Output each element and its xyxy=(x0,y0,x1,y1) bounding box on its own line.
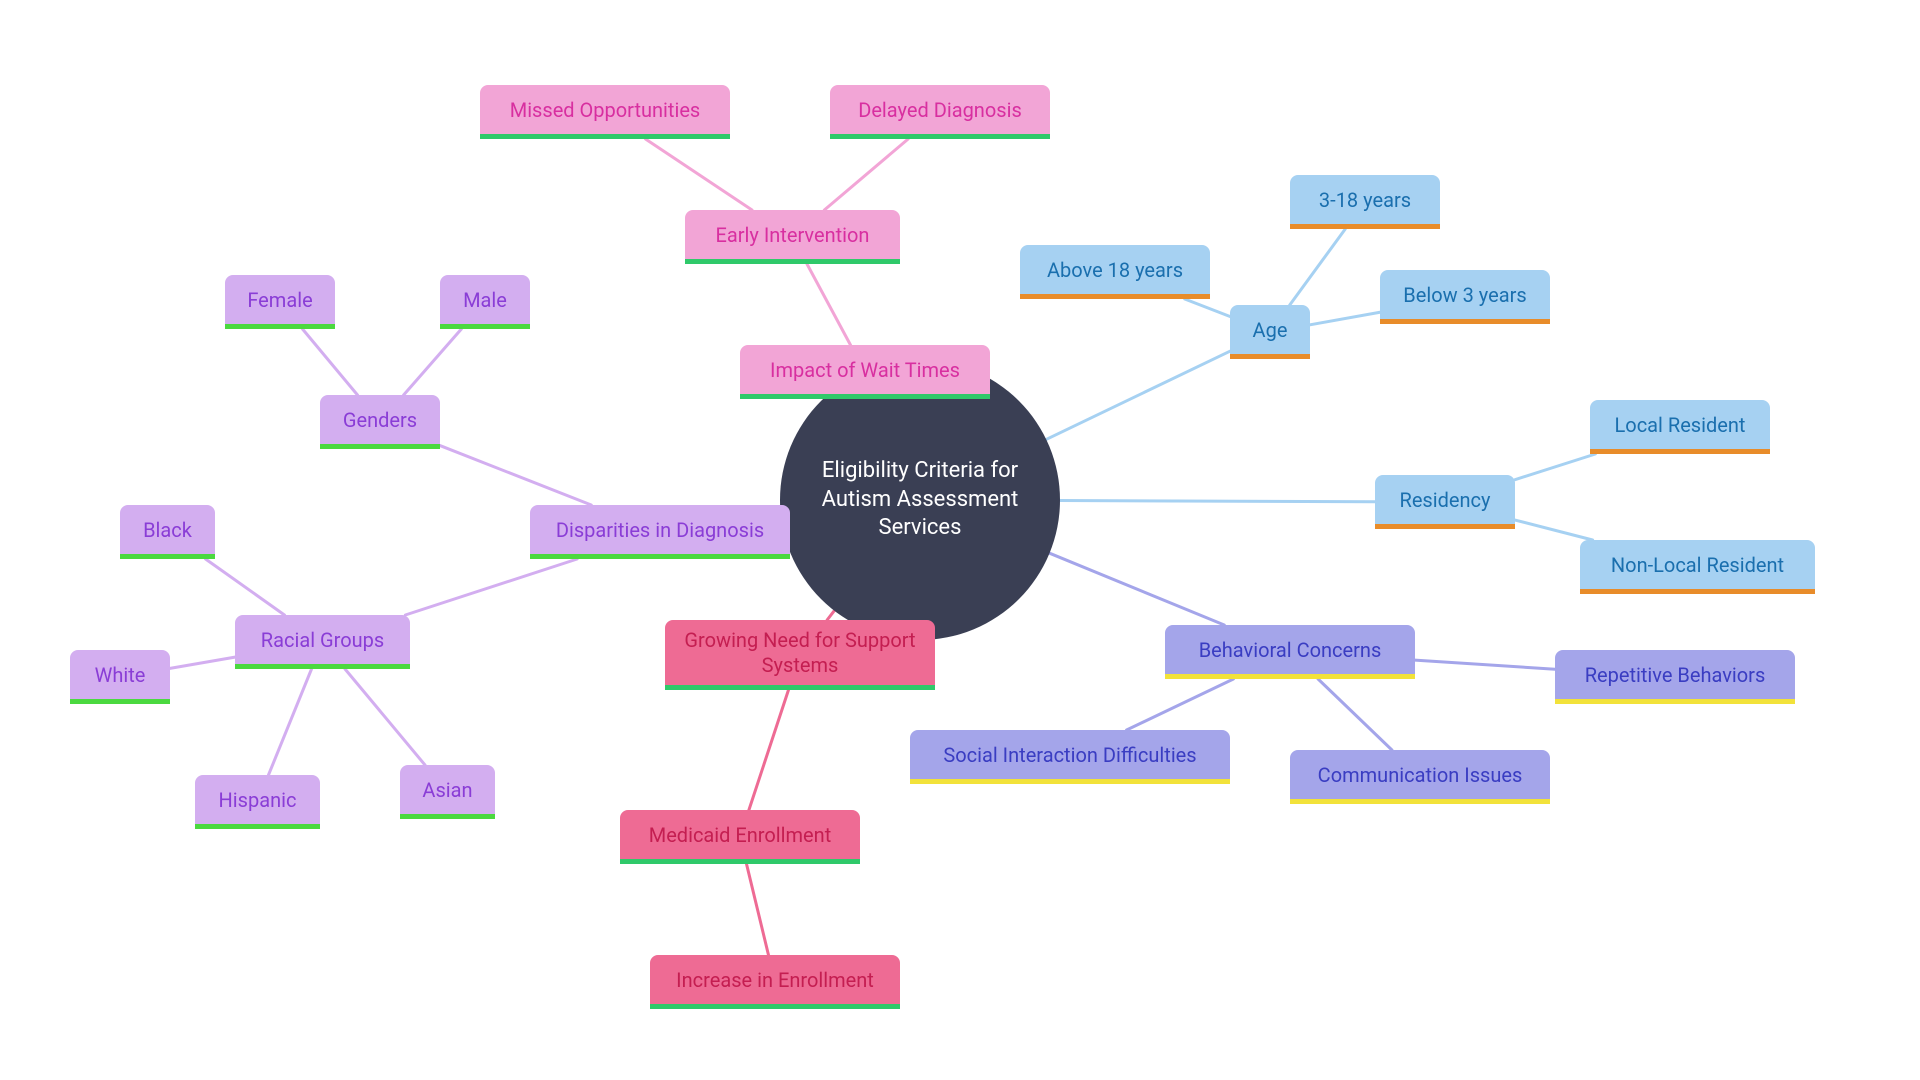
node-need: Growing Need for Support Systems xyxy=(665,620,935,690)
node-label: Behavioral Concerns xyxy=(1199,638,1382,662)
edge xyxy=(1290,229,1346,305)
node-label: Communication Issues xyxy=(1318,763,1523,787)
node-label: Male xyxy=(463,288,507,312)
node-behav_rep: Repetitive Behaviors xyxy=(1555,650,1795,704)
center-node-label: Eligibility Criteria for Autism Assessme… xyxy=(810,457,1030,543)
node-r_hispanic: Hispanic xyxy=(195,775,320,829)
node-label: Impact of Wait Times xyxy=(770,358,960,382)
edge xyxy=(1515,454,1595,480)
edge xyxy=(1415,660,1555,669)
node-label: 3-18 years xyxy=(1319,188,1411,212)
node-label: Growing Need for Support Systems xyxy=(683,628,917,678)
edge xyxy=(345,669,425,765)
node-genders: Genders xyxy=(320,395,440,449)
node-label: Black xyxy=(143,518,192,542)
node-behav_soc: Social Interaction Difficulties xyxy=(910,730,1230,784)
node-residency: Residency xyxy=(1375,475,1515,529)
node-label: Age xyxy=(1253,318,1288,342)
node-label: Repetitive Behaviors xyxy=(1585,663,1766,687)
node-label: Racial Groups xyxy=(261,628,384,652)
edge xyxy=(1515,520,1593,540)
node-label: Residency xyxy=(1400,488,1491,512)
node-g_male: Male xyxy=(440,275,530,329)
node-behav_comm: Communication Issues xyxy=(1290,750,1550,804)
edge xyxy=(404,329,462,395)
node-early: Early Intervention xyxy=(685,210,900,264)
edge xyxy=(1060,501,1375,502)
edge xyxy=(405,559,577,615)
node-age: Age xyxy=(1230,305,1310,359)
node-label: Genders xyxy=(343,408,417,432)
center-node: Eligibility Criteria for Autism Assessme… xyxy=(780,360,1060,640)
node-label: Disparities in Diagnosis xyxy=(556,518,764,542)
node-label: Above 18 years xyxy=(1047,258,1183,282)
node-racial: Racial Groups xyxy=(235,615,410,669)
edge xyxy=(1310,312,1380,325)
edge xyxy=(824,139,908,210)
edge xyxy=(1046,351,1230,439)
edge xyxy=(303,329,358,395)
node-age_3_18: 3-18 years xyxy=(1290,175,1440,229)
edge xyxy=(807,264,851,345)
node-res_local: Local Resident xyxy=(1590,400,1770,454)
edge xyxy=(1049,553,1224,625)
node-label: Hispanic xyxy=(219,788,297,812)
edge xyxy=(747,864,769,955)
edge xyxy=(1185,299,1230,317)
node-r_white: White xyxy=(70,650,170,704)
edge xyxy=(206,559,285,615)
node-label: Early Intervention xyxy=(716,223,870,247)
node-r_asian: Asian xyxy=(400,765,495,819)
node-e_missed: Missed Opportunities xyxy=(480,85,730,139)
node-label: Missed Opportunities xyxy=(510,98,701,122)
edge xyxy=(1127,679,1234,730)
node-label: Non-Local Resident xyxy=(1611,553,1784,577)
node-age_below: Below 3 years xyxy=(1380,270,1550,324)
node-medicaid: Medicaid Enrollment xyxy=(620,810,860,864)
edge xyxy=(268,669,311,775)
node-med_inc: Increase in Enrollment xyxy=(650,955,900,1009)
node-label: Below 3 years xyxy=(1403,283,1526,307)
node-label: Asian xyxy=(422,778,472,802)
edge xyxy=(440,446,591,505)
node-label: Social Interaction Difficulties xyxy=(943,743,1196,767)
node-label: Delayed Diagnosis xyxy=(858,98,1022,122)
node-g_female: Female xyxy=(225,275,335,329)
edge xyxy=(646,139,753,210)
node-impact: Impact of Wait Times xyxy=(740,345,990,399)
node-res_nonlocal: Non-Local Resident xyxy=(1580,540,1815,594)
node-behav: Behavioral Concerns xyxy=(1165,625,1415,679)
node-e_delayed: Delayed Diagnosis xyxy=(830,85,1050,139)
node-label: Local Resident xyxy=(1615,413,1746,437)
edge xyxy=(827,611,834,620)
edge xyxy=(170,657,235,668)
node-age_above: Above 18 years xyxy=(1020,245,1210,299)
node-r_black: Black xyxy=(120,505,215,559)
node-label: White xyxy=(95,663,146,687)
edge xyxy=(749,690,789,810)
mindmap-canvas: Eligibility Criteria for Autism Assessme… xyxy=(0,0,1920,1080)
edge xyxy=(1318,679,1392,750)
node-label: Female xyxy=(247,288,312,312)
node-label: Medicaid Enrollment xyxy=(649,823,832,847)
node-label: Increase in Enrollment xyxy=(676,968,874,992)
node-disp: Disparities in Diagnosis xyxy=(530,505,790,559)
